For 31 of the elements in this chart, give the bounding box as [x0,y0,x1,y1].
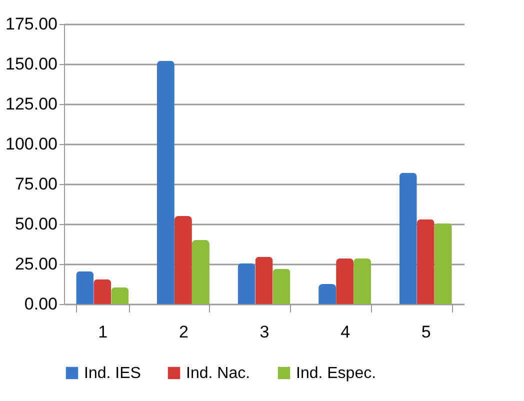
y-tick-label: 125.00 [6,94,58,114]
y-tick-label: 175.00 [6,14,58,34]
x-tick-label: 2 [178,322,188,342]
y-tick-label: 150.00 [6,54,58,74]
bar [318,284,336,304]
legend-label: Ind. Nac. [186,365,250,382]
legend-label: Ind. Espec. [296,365,376,382]
bar [416,219,434,304]
bar [255,256,273,304]
bar [192,240,210,304]
bar [272,268,290,304]
bar [94,279,112,304]
x-tick-label: 3 [260,322,270,342]
x-tick-label: 4 [340,322,350,342]
bar [354,258,372,304]
legend-label: Ind. IES [84,365,141,382]
x-tick-label: 1 [98,322,108,342]
bar [156,60,174,304]
y-tick-label: 75.00 [14,174,58,194]
x-tick-label: 5 [421,322,431,342]
bar [399,172,417,304]
y-tick-label: 100.00 [6,134,58,154]
bar [434,223,452,304]
y-tick-label: 25.00 [14,254,58,274]
bar [76,271,94,304]
bar [238,263,256,304]
bar [174,216,192,304]
bar [336,258,354,304]
y-tick-label: 50.00 [14,214,58,234]
bar [111,287,129,304]
y-tick-label: 0.00 [24,294,58,314]
